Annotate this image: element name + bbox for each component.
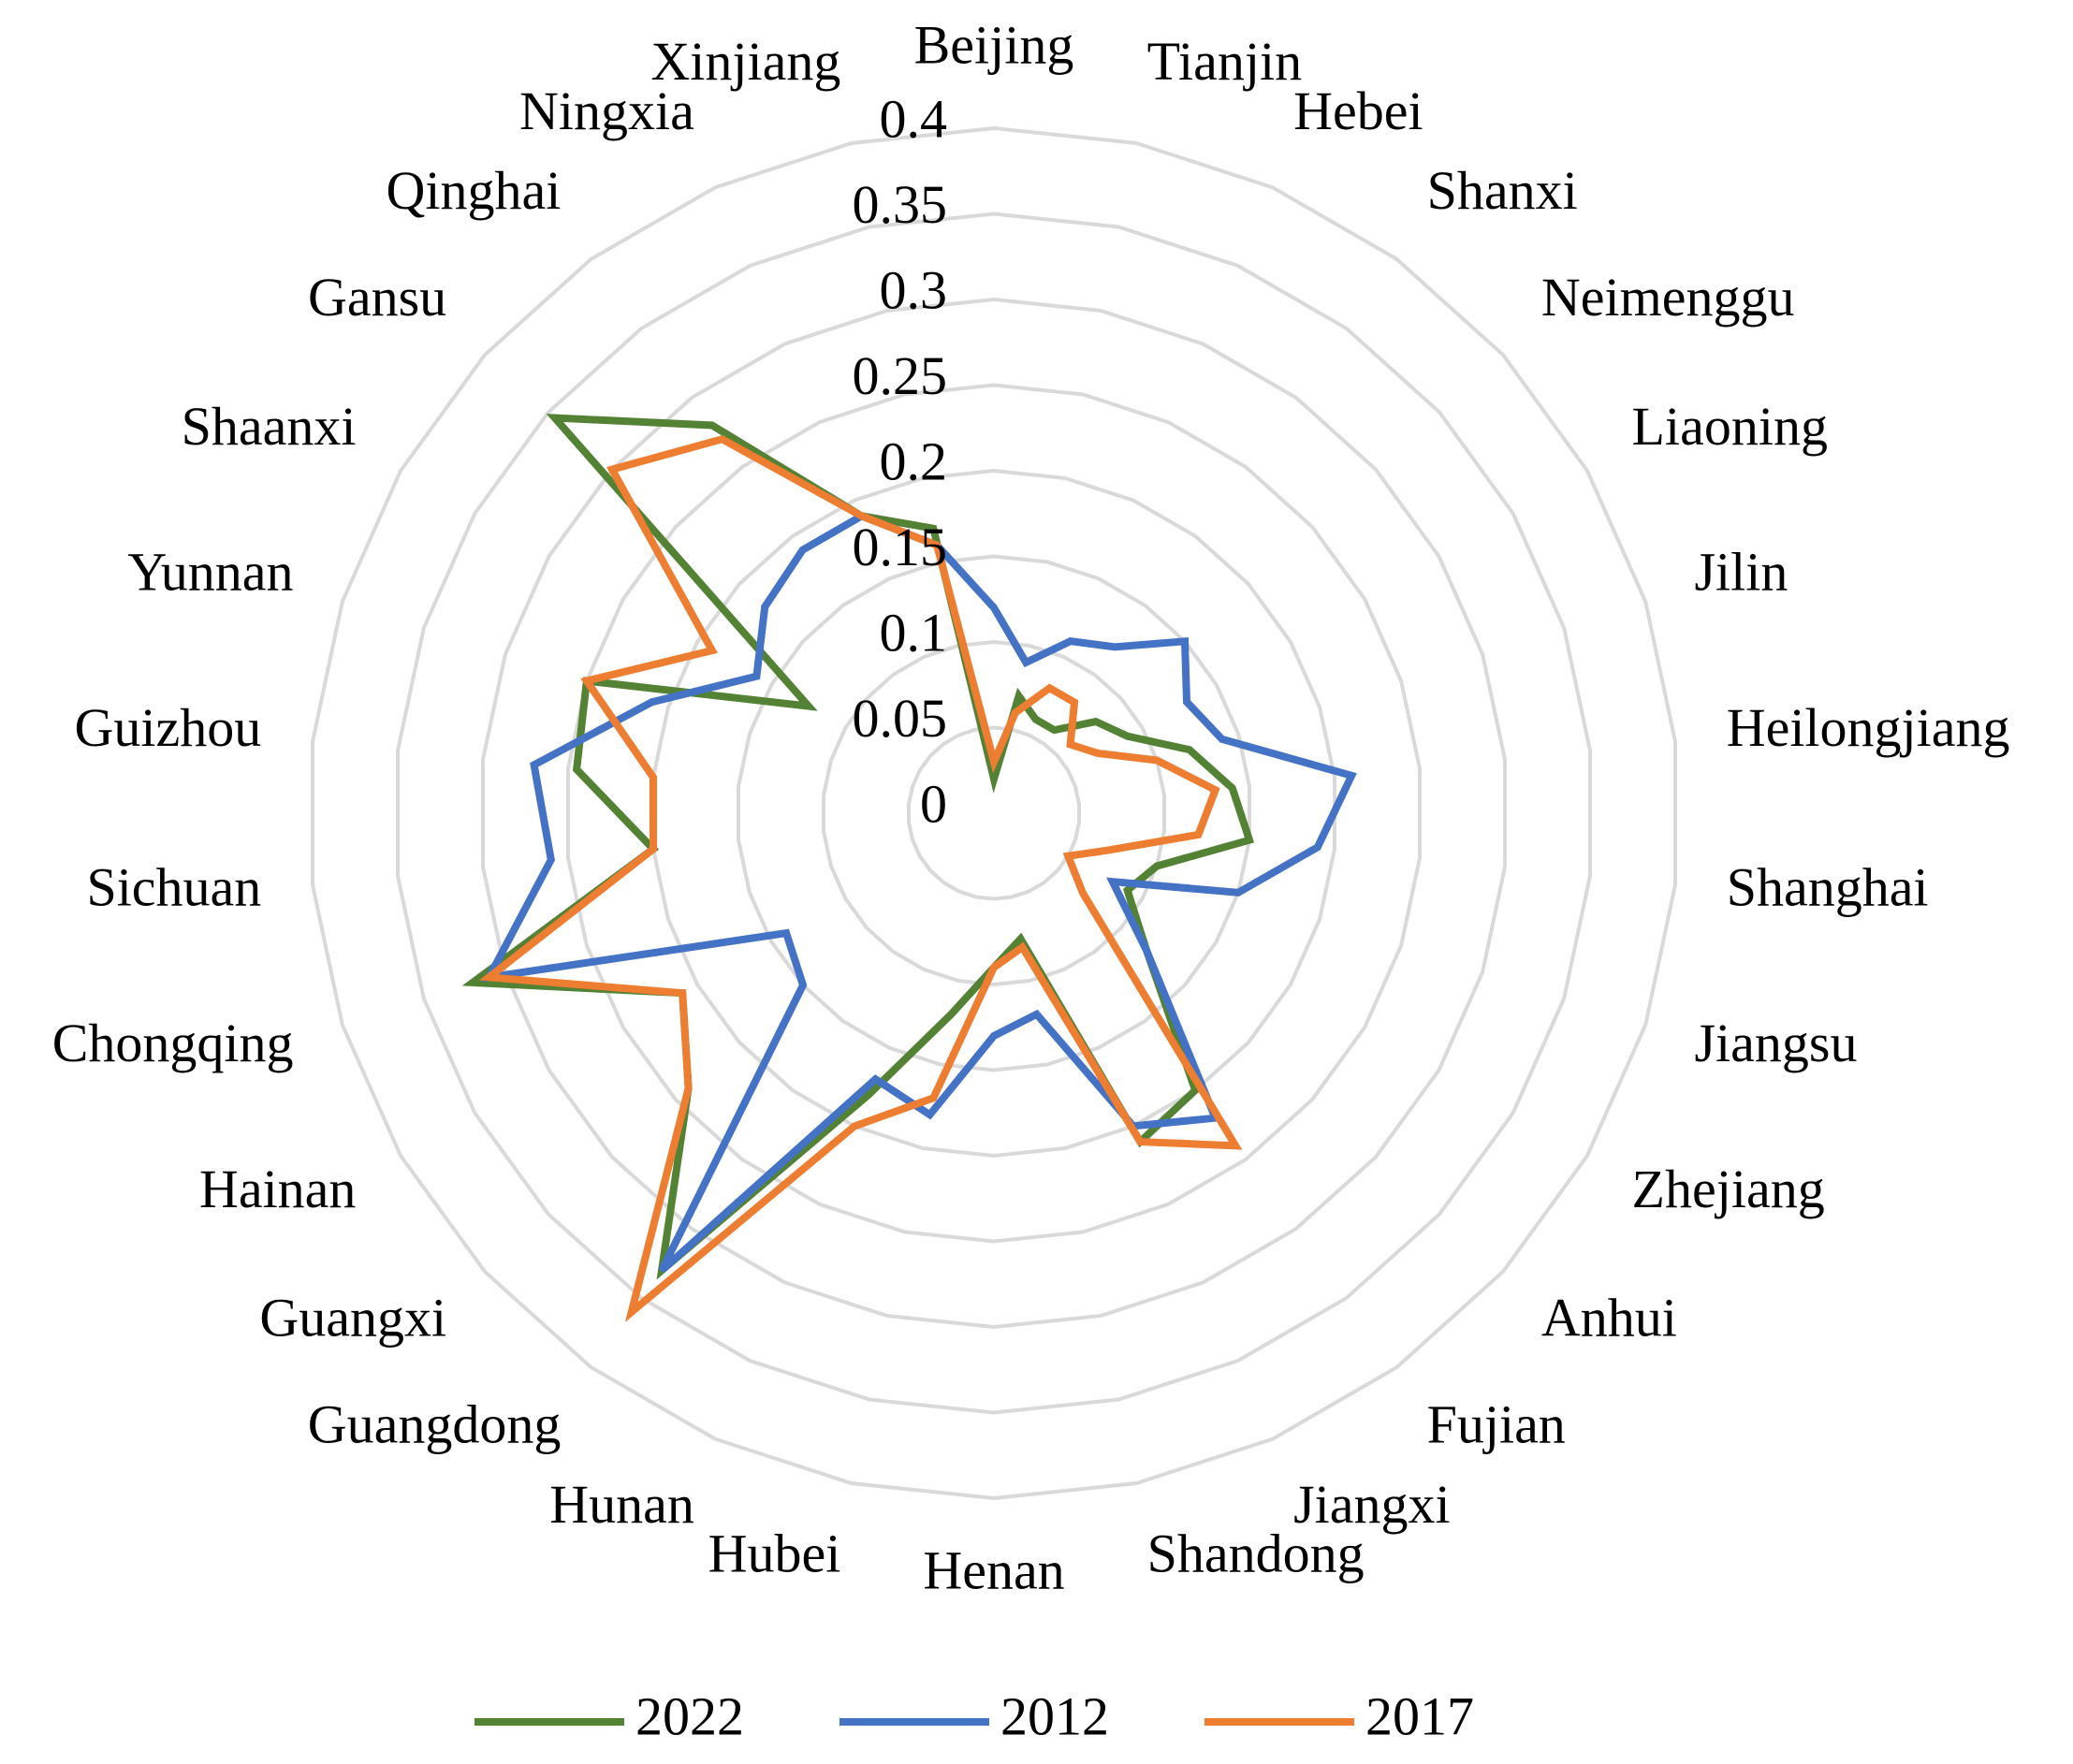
r-tick-label: 0.2 — [880, 430, 948, 491]
category-label: Gansu — [308, 267, 446, 328]
grid-ring — [396, 211, 1592, 1415]
category-label: Liaoning — [1632, 396, 1828, 457]
category-label: Hainan — [199, 1159, 357, 1219]
r-tick-label: 0.4 — [880, 88, 948, 149]
category-label: Guizhou — [75, 697, 262, 758]
category-label: Beijing — [914, 14, 1074, 75]
category-label: Hubei — [708, 1523, 841, 1584]
category-label: Henan — [923, 1539, 1064, 1600]
category-label: Shandong — [1147, 1523, 1365, 1584]
category-label: Hebei — [1293, 80, 1423, 141]
grid-ring — [651, 468, 1336, 1159]
grid-ring — [481, 297, 1507, 1330]
legend-label: 2017 — [1365, 1685, 1474, 1746]
legend-label: 2022 — [635, 1685, 744, 1746]
legend-label: 2012 — [1000, 1685, 1109, 1746]
category-label: Jiangsu — [1694, 1013, 1857, 1073]
category-label: Qinghai — [387, 160, 562, 221]
category-label: Guangdong — [308, 1394, 562, 1455]
category-label: Guangxi — [259, 1288, 446, 1349]
r-tick-label: 0.15 — [853, 517, 948, 577]
category-label: Jiangxi — [1293, 1474, 1451, 1535]
grid-ring — [907, 725, 1081, 901]
grid-ring — [566, 383, 1422, 1244]
r-tick-label: 0.1 — [880, 602, 948, 663]
grid-ring — [737, 554, 1251, 1072]
category-label: Anhui — [1541, 1288, 1677, 1349]
r-tick-label: 0.3 — [880, 259, 948, 320]
category-label: Xinjiang — [650, 31, 840, 92]
category-label: Fujian — [1427, 1394, 1566, 1455]
series-line — [478, 434, 1243, 1322]
category-label: Shaanxi — [182, 396, 357, 457]
grid-ring — [822, 639, 1166, 987]
category-label: Shanxi — [1427, 160, 1578, 221]
category-label: Sichuan — [86, 857, 261, 918]
r-tick-label: 0.25 — [853, 345, 948, 406]
category-label: Chongqing — [52, 1013, 294, 1073]
category-label: Shanghai — [1727, 857, 1929, 918]
category-label: Zhejiang — [1632, 1159, 1825, 1219]
r-tick-label: 0.05 — [853, 688, 948, 749]
category-label: Hunan — [549, 1474, 694, 1535]
category-label: Ningxia — [519, 80, 694, 141]
r-tick-label: 0 — [920, 773, 947, 834]
category-label: Jilin — [1694, 541, 1788, 602]
category-label: Yunnan — [127, 541, 293, 602]
grid-ring — [311, 125, 1677, 1501]
category-label: Neimenggu — [1541, 267, 1795, 328]
series-line — [482, 511, 1357, 1274]
category-label: Tianjin — [1147, 31, 1302, 92]
r-tick-label: 0.35 — [853, 174, 948, 235]
category-label: Heilongjiang — [1727, 697, 2010, 758]
